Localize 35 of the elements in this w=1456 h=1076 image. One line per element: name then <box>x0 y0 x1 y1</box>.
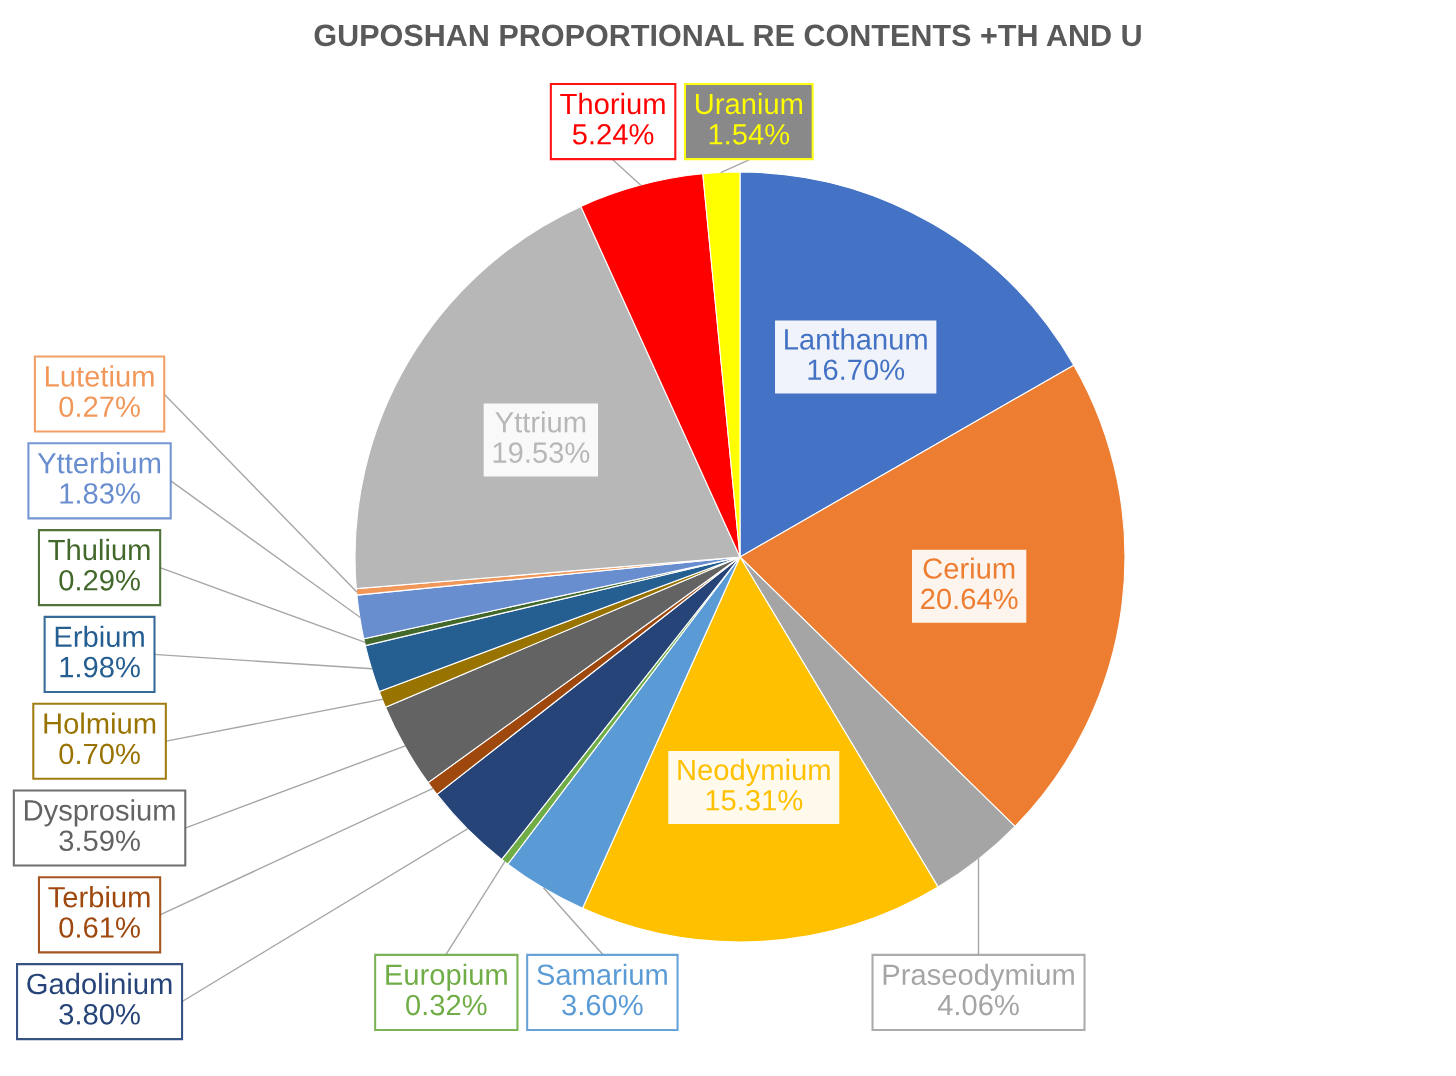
data-label: 3.60% <box>562 994 643 1016</box>
slice-label: Lutetium <box>46 365 154 387</box>
slice-label: Cerium <box>923 557 1015 579</box>
slice-label: Thorium <box>560 92 665 115</box>
data-label: 1.83% <box>60 483 140 504</box>
slice-label: Erbium <box>55 625 144 648</box>
data-label: 20.64% <box>921 588 1018 610</box>
data-label: 0.32% <box>406 994 487 1016</box>
data-label: 0.29% <box>59 569 140 591</box>
slice-label: Yttrium <box>495 411 586 433</box>
slice-label: Ytterbium <box>37 452 161 474</box>
slice-label: Neodymium <box>678 758 830 786</box>
data-label: 0.27% <box>59 396 140 418</box>
slice-label: Lanthanum <box>785 328 927 350</box>
data-label: 0.61% <box>59 917 140 938</box>
slice-label: Holmium <box>44 712 156 734</box>
data-label: 19.53% <box>493 442 590 463</box>
data-label: 3.59% <box>59 830 140 852</box>
slice-label: Samarium <box>537 963 667 986</box>
data-label: 0.70% <box>59 743 140 765</box>
data-label: 1.98% <box>60 656 140 678</box>
slice-label: Terbium <box>48 886 150 908</box>
data-label: 4.06% <box>937 994 1019 1016</box>
chart-title: GUPOSHAN PROPORTIONAL RE CONTENTS +TH AND U <box>314 24 1141 47</box>
slice-label: Dysprosium <box>24 799 175 827</box>
slice-label: Gadolinium <box>27 972 172 995</box>
slice-label: Uranium <box>695 92 803 115</box>
data-label: 3.80% <box>59 1003 140 1025</box>
data-label: 15.31% <box>706 789 803 811</box>
slice-label: Europium <box>386 963 507 991</box>
data-label: 16.70% <box>808 359 905 381</box>
data-label: 1.54% <box>709 124 790 145</box>
slice-label: Praseodymium <box>883 963 1074 991</box>
data-label: 5.24% <box>572 123 654 145</box>
slice-label: Thulium <box>48 538 150 561</box>
